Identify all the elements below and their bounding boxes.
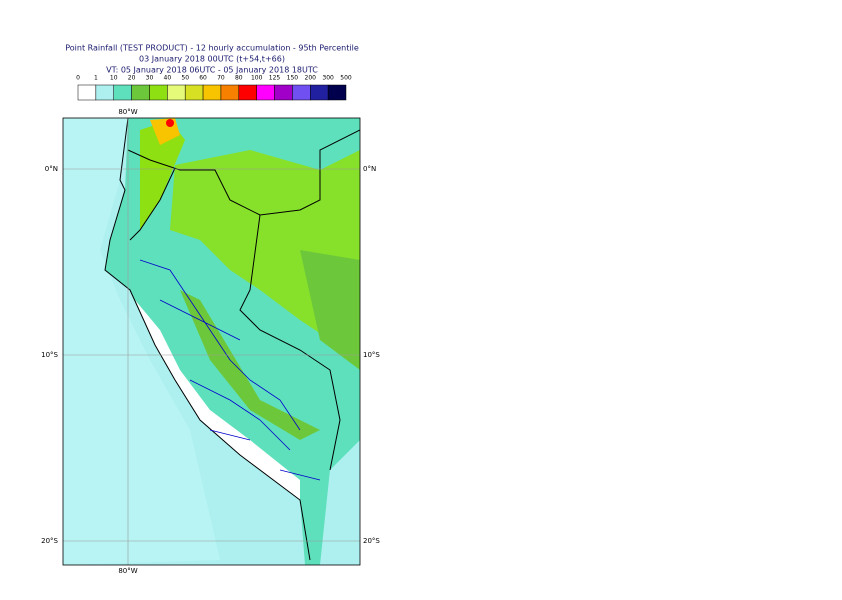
legend-swatch [274, 84, 293, 101]
legend-label: 150 [287, 75, 299, 82]
rain-green [170, 150, 360, 360]
legend-label: 300 [322, 75, 334, 82]
title-line: 03 January 2018 00UTC (t+54,t+66) [139, 55, 285, 64]
legend-label: 80 [235, 75, 243, 82]
lat-label: 10°S [41, 351, 58, 359]
regional-borders [139, 259, 321, 481]
title-block: Point Rainfall (TEST PRODUCT) - 12 hourl… [65, 44, 359, 75]
map: 80°W 80°W [62, 108, 361, 575]
rain-north [140, 120, 185, 230]
country-borders [127, 129, 360, 471]
legend-label: 50 [181, 75, 189, 82]
legend: 0 1 10 20 30 40 50 60 70 80 100 125 150 200 300 500 [76, 75, 352, 101]
legend-swatch [202, 84, 222, 101]
legend-swatch [238, 84, 257, 101]
legend-label: 125 [269, 75, 281, 82]
legend-label: 30 [146, 75, 154, 82]
legend-label: 100 [251, 75, 263, 82]
legend-label: 40 [164, 75, 172, 82]
legend-label: 200 [305, 75, 317, 82]
rain-green-dark [300, 250, 360, 370]
title-line: VT: 05 January 2018 06UTC - 05 January 2… [106, 66, 318, 75]
title-line: Point Rainfall (TEST PRODUCT) - 12 hourl… [65, 44, 359, 53]
legend-label: 500 [340, 75, 352, 82]
rain-max [166, 119, 174, 127]
legend-swatch [256, 84, 275, 101]
lat-label: 20°S [41, 537, 58, 545]
legend-swatch [167, 84, 186, 101]
legend-swatch [310, 84, 329, 101]
legend-swatch [77, 84, 97, 101]
lat-label: 20°S [363, 537, 380, 545]
legend-label: 70 [217, 75, 225, 82]
legend-label: 20 [128, 75, 136, 82]
lon-label: 80°W [118, 567, 137, 575]
legend-swatch [220, 84, 240, 101]
lon-label: 80°W [118, 108, 137, 116]
legend-swatch [131, 84, 150, 101]
map-frame [62, 117, 361, 566]
legend-label: 0 [76, 75, 80, 82]
legend-swatch [113, 84, 132, 101]
offshore [63, 118, 220, 565]
legend-label: 60 [199, 75, 207, 82]
legend-label: 10 [110, 75, 118, 82]
lat-label: 0°N [363, 165, 376, 173]
legend-swatch [95, 84, 114, 101]
lat-label: 0°N [45, 165, 58, 173]
lat-labels: 0°N 0°N 10°S 10°S 20°S 20°S [41, 165, 380, 545]
coastline [104, 118, 311, 561]
legend-label: 1 [94, 75, 98, 82]
legend-swatch [292, 84, 311, 101]
lat-label: 10°S [363, 351, 380, 359]
dry-coast [135, 300, 300, 500]
legend-swatch [149, 84, 168, 101]
legend-swatch [327, 84, 347, 101]
legend-swatch [184, 84, 204, 101]
